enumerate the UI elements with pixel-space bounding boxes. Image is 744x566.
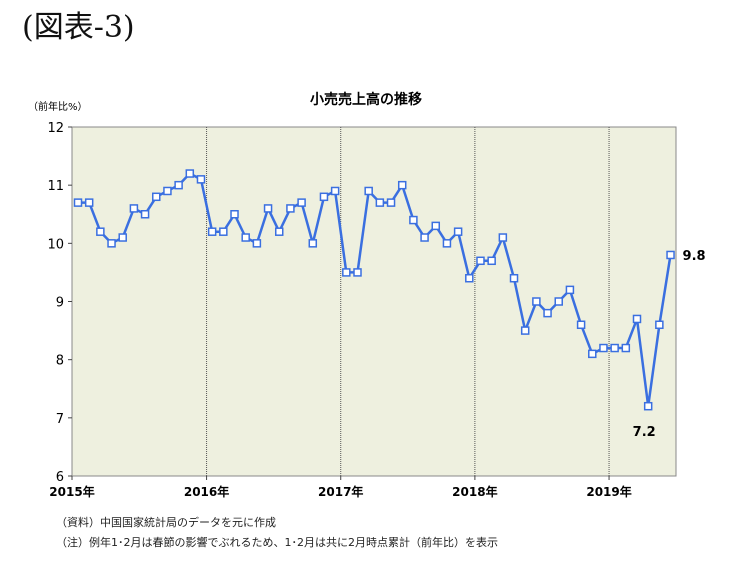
data-label: 7.2: [633, 425, 656, 440]
data-point: [84, 198, 94, 207]
data-point: [442, 239, 452, 248]
plot-area: [71, 126, 677, 477]
data-point: [140, 210, 150, 219]
data-point: [118, 233, 127, 242]
data-point: [207, 227, 217, 236]
data-point: [129, 204, 139, 213]
data-point: [409, 215, 418, 225]
data-point: [286, 204, 295, 213]
data-point: [610, 343, 619, 353]
data-point: [465, 273, 474, 283]
y-tick-label: 11: [47, 179, 64, 194]
data-point: [599, 343, 608, 353]
data-point: [107, 239, 116, 248]
data-point: [196, 175, 206, 184]
caveat-note: （注）例年1･2月は春節の影響でぶれるため、1･2月は共に2月時点累計（前年比）…: [56, 536, 498, 549]
data-point: [163, 186, 172, 196]
data-point: [308, 239, 318, 248]
y-tick-label: 10: [47, 237, 64, 252]
data-point: [453, 227, 463, 236]
data-point: [655, 320, 664, 330]
data-point: [543, 308, 552, 318]
y-axis-label: （前年比%）: [28, 100, 88, 113]
data-point: [73, 198, 83, 207]
data-point: [431, 221, 441, 231]
data-point: [588, 349, 597, 359]
data-point: [319, 192, 329, 202]
x-tick-label: 2016年: [184, 484, 229, 499]
data-point: [487, 256, 496, 266]
data-label: 9.8: [683, 249, 706, 264]
data-point: [342, 268, 351, 277]
y-tick-label: 9: [56, 296, 64, 311]
y-tick-label: 12: [47, 121, 64, 136]
data-point: [375, 198, 385, 207]
data-point: [263, 204, 273, 213]
data-point: [230, 210, 239, 219]
data-point: [386, 198, 396, 207]
data-point: [96, 227, 105, 236]
data-point: [252, 239, 262, 248]
data-point: [554, 297, 563, 306]
data-point: [576, 320, 586, 330]
data-point: [353, 268, 362, 277]
source-note: （資料）中国国家統計局のデータを元に作成: [56, 516, 276, 529]
data-point: [420, 233, 429, 242]
data-point: [509, 273, 519, 283]
data-point: [185, 169, 195, 178]
data-point: [397, 180, 407, 190]
data-point: [632, 314, 642, 324]
x-tick-label: 2017年: [318, 484, 363, 499]
data-point: [498, 233, 508, 242]
y-tick-label: 8: [56, 354, 64, 369]
x-tick-label: 2018年: [452, 484, 497, 499]
data-point: [174, 180, 183, 190]
data-point: [274, 227, 284, 236]
x-tick-label: 2019年: [586, 484, 631, 499]
data-point: [621, 343, 631, 353]
data-point: [241, 233, 250, 242]
data-point: [565, 285, 575, 295]
data-point: [297, 198, 306, 207]
data-point: [330, 186, 340, 196]
data-point: [364, 186, 373, 196]
data-point: [520, 326, 530, 335]
data-point: [666, 250, 675, 260]
data-point: [643, 401, 653, 411]
data-point: [152, 192, 161, 202]
x-tick-label: 2015年: [49, 484, 94, 499]
data-point: [532, 297, 541, 306]
y-tick-label: 6: [56, 470, 64, 485]
chart-title: 小売売上高の推移: [310, 91, 422, 108]
data-point: [219, 227, 228, 236]
figure-label: (図表-3): [22, 10, 135, 45]
data-point: [476, 256, 485, 266]
y-tick-label: 7: [56, 412, 64, 427]
